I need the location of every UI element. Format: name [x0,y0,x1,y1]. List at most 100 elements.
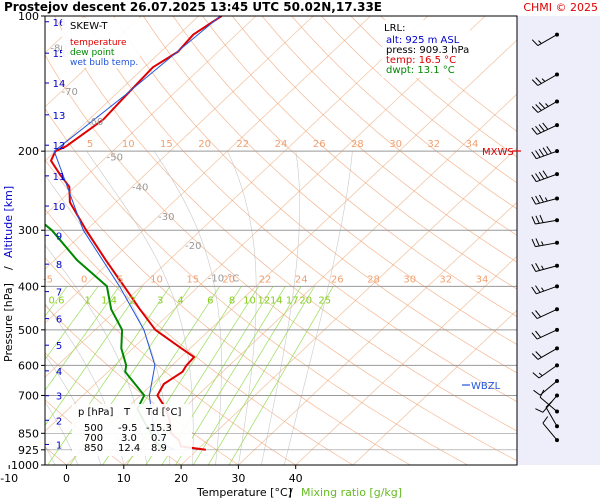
isotherm-line [45,16,142,108]
wind-barb-half-flag [544,197,548,202]
wind-barb-flag [539,389,545,398]
wind-barb-flag [538,102,546,109]
isotherm-label: -50 [107,153,123,164]
mxws-label: MXWS [482,147,514,158]
pressure-tick-label: 400 [18,280,39,293]
plot-frame [44,15,518,466]
wind-barb-flag [531,332,538,340]
legend-box [62,18,140,68]
dry-adiabat-line [143,16,517,345]
wind-barb [531,284,559,295]
wind-barb-flag [538,148,545,157]
wind-barb-flag [531,127,538,135]
wind-barb-half-flag [538,372,543,377]
dry-adiabat-line [291,16,517,210]
adiabat-label: 24 [295,274,308,285]
altitude-tick-label: 16 [53,18,66,29]
adiabat-label: 22 [236,139,249,150]
mxws-marker: MXWS [482,147,521,158]
wind-barb-flag [546,146,552,154]
adiabat-label: 32 [427,139,440,150]
legend-temperature: temperature [70,38,127,48]
adiabat-label: 24 [275,139,288,150]
altitude-tick-label: 10 [53,202,66,213]
isotherm-line [180,147,517,465]
adiabat-label: 0 [81,274,87,285]
mixing-ratio-label: 4 [177,295,183,306]
temperature-tick-label: 0 [63,472,70,485]
adiabat-label: -5 [43,274,53,285]
wind-barb-flag [531,286,537,295]
x-axis-separator: / [289,486,293,499]
wind-barb-flag [535,408,544,413]
wind-barb-flag [535,150,541,158]
y-axis-altitude-label: Altitude [km] [2,186,15,258]
adiabat-label: 28 [367,274,380,285]
isotherm-label: -70 [62,87,78,98]
moist-adiabat-line [45,401,79,465]
mixing-ratio-label: 2 [129,295,135,306]
lrl-box: LRL: alt: 925 m ASL press: 909.3 hPa tem… [382,20,470,78]
wind-barb-flag [535,173,541,181]
isotherm-line [295,255,517,465]
dry-adiabat-line [261,16,517,236]
table-header-p: p [hPa] [78,407,113,418]
mixing-ratio-label: 3 [157,295,163,306]
pressure-tick-label: 100 [18,10,39,23]
pressure-tick-label: 1000 [11,459,39,472]
wind-barb-half-flag [538,40,542,44]
wind-barb-half-flag [541,78,546,82]
wind-barb-flag [531,311,538,319]
line-labels: -80 °C-70-60-50-40-30-20-10 °C5101520222… [43,44,488,307]
isotherm-line [45,16,429,378]
pressure-tick-label: 925 [18,444,39,457]
altitude-tick-label: 8 [56,260,62,271]
wind-barb-flag [535,104,542,111]
chart-title: Prostejov descent 26.07.2025 13:45 UTC 5… [4,0,382,14]
pressure-tick-label: 600 [18,359,39,372]
altitude-tick-label: 9 [56,231,62,242]
adiabat-label: 20 [222,274,235,285]
wind-barb [531,194,559,205]
altitude-tick-label: 1 [56,441,62,452]
dry-adiabat-line [172,16,517,318]
wind-barb-flag [538,124,545,132]
wind-barb-flag [531,151,537,159]
mixing-ratio-label: 6 [207,295,213,306]
wind-barb [531,307,559,320]
lrl-pressure: press: 909.3 hPa [386,45,469,56]
wind-barb-flag [531,39,539,46]
wind-barb-flag [545,401,553,408]
table-row-500-t: -9.5 [118,423,138,434]
wind-barb [531,72,559,86]
adiabat-label: 10 [150,274,163,285]
dry-adiabat-line [202,16,517,290]
table-row-700-p: 700 [84,433,103,444]
isotherm-line [45,16,314,270]
mixing-ratio-label: 25 [318,295,331,306]
isotherm-line [238,201,517,465]
altitude-tick-label: 15 [53,49,66,60]
x-axis-title: Temperature [°C] / Mixing ratio [g/kg] [196,486,402,499]
altitude-tick-label: 5 [56,341,62,352]
pressure-tick-label: 300 [18,224,39,237]
wind-barb-flag [542,147,549,155]
adiabat-label: 5 [87,139,93,150]
pressure-tick-label: 200 [18,145,39,158]
table-row-850-t: 12.4 [118,443,140,454]
temperature-tick-label: 30 [231,472,245,485]
wind-barb [531,122,559,135]
adiabat-label: 28 [351,139,364,150]
wind-barb [542,416,559,443]
isotherm-line [45,16,371,324]
isotherm-line [45,16,257,216]
wind-barb-half-flag [541,265,544,270]
temperature-tick-label: 40 [289,472,303,485]
table-background [72,404,192,456]
level-table: p [hPa] T Td [°C] 500 -9.5 -15.3 700 3.0… [72,404,192,456]
wbzl-label: WBZL [471,381,501,392]
wind-barb-half-flag [541,241,544,246]
lrl-temperature: temp: 16.5 °C [386,55,456,66]
wind-barb [531,99,559,113]
wind-barb-flag [535,310,542,318]
